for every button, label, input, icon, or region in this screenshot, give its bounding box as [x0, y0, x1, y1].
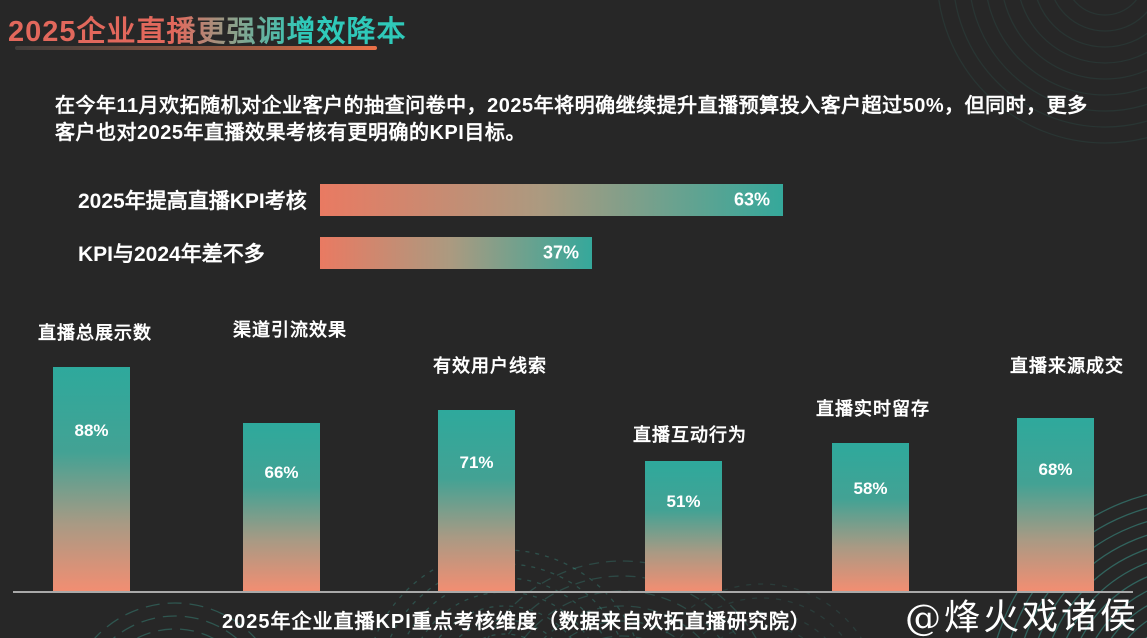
hbar-category-label: 2025年提高直播KPI考核: [78, 190, 307, 213]
vbar: 71%: [438, 410, 515, 591]
vbar: 51%: [645, 461, 722, 591]
vbar-category-label: 直播来源成交: [1010, 356, 1124, 376]
hbar-row: KPI与2024年差不多 37%: [78, 237, 592, 269]
vbar-column: 直播互动行为 51%: [633, 425, 746, 591]
vbar-value-label: 66%: [264, 463, 299, 483]
vbar-category-label: 有效用户线索: [433, 356, 547, 376]
vbar-category-label: 渠道引流效果: [233, 320, 347, 340]
watermark-signature: @烽火戏诸侯: [902, 586, 1147, 638]
vbar-value-label: 71%: [459, 453, 494, 473]
vbar-column: 直播总展示数 88%: [38, 323, 151, 591]
vbar-value-label: 58%: [853, 478, 888, 498]
vbar-column: 渠道引流效果 66%: [233, 320, 346, 591]
kpi-dimension-vbar-chart: 直播总展示数 88% 渠道引流效果 66% 有效用户线索 71% 直播互动行为 51% 直播实时…: [0, 310, 1147, 593]
hbar-value-label: 37%: [542, 242, 579, 263]
vbar-category-label: 直播互动行为: [633, 425, 747, 445]
vbar-category-label: 直播实时留存: [816, 399, 930, 419]
intro-text: 在今年11月欢拓随机对企业客户的抽查问卷中，2025年将明确继续提升直播预算投入…: [55, 95, 1088, 144]
kpi-survey-hbar-chart: 2025年提高直播KPI考核 63% KPI与2024年差不多 37%: [78, 184, 1098, 304]
vbar-value-label: 68%: [1038, 459, 1073, 479]
vbar-value-label: 51%: [666, 492, 701, 512]
vbar: 68%: [1017, 418, 1094, 591]
chart-caption: 2025年企业直播KPI重点考核维度（数据来自欢拓直播研究院）: [222, 611, 811, 633]
vbar-column: 有效用户线索 71%: [433, 356, 546, 591]
vbar: 66%: [243, 423, 320, 591]
hbar: 63%: [320, 184, 783, 216]
vbar: 88%: [53, 367, 130, 591]
vbar-value-label: 88%: [74, 420, 109, 440]
hbar-row: 2025年提高直播KPI考核 63%: [78, 184, 783, 216]
vbar-column: 直播来源成交 68%: [1010, 356, 1123, 591]
vbar: 58%: [832, 443, 909, 591]
hbar-value-label: 63%: [733, 189, 770, 210]
hbar-category-label: KPI与2024年差不多: [78, 243, 265, 266]
vbar-category-label: 直播总展示数: [38, 323, 152, 343]
vbar-column: 直播实时留存 58%: [816, 399, 929, 591]
title-underline-rule: [15, 46, 377, 50]
hbar: 37%: [320, 237, 592, 269]
x-axis-line: [13, 591, 1133, 593]
page-title: 2025企业直播更强调增效降本: [8, 8, 407, 50]
